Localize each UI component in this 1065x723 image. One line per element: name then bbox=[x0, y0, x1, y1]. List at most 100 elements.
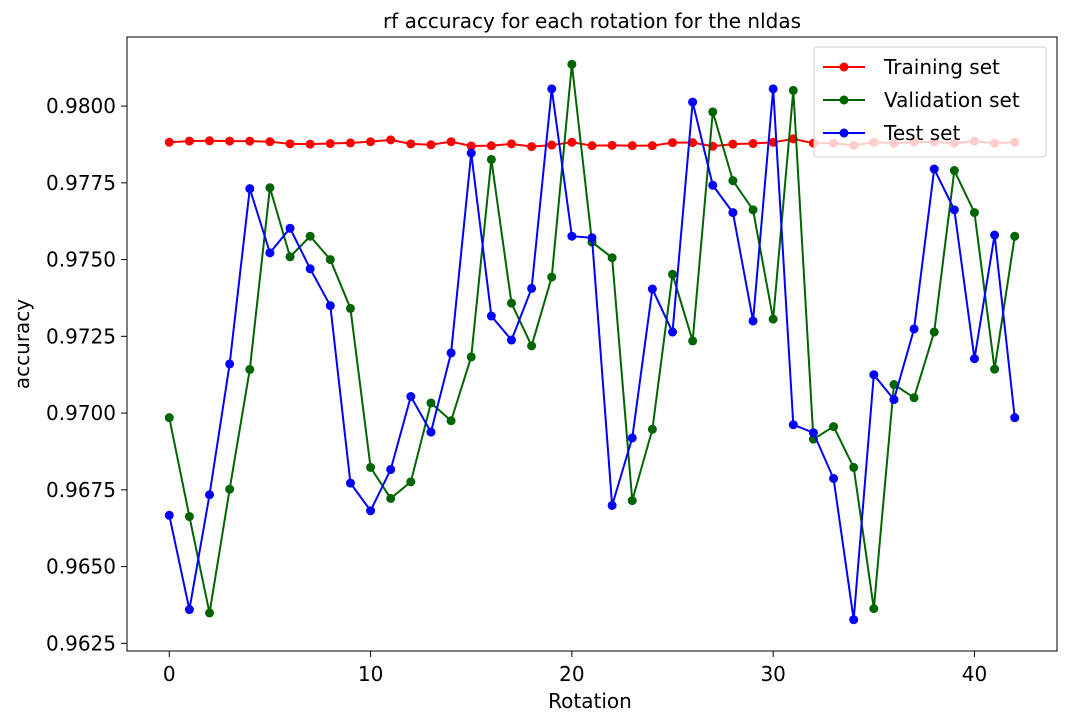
data-point bbox=[426, 398, 436, 408]
data-point bbox=[506, 139, 516, 149]
data-point bbox=[245, 364, 255, 374]
data-point bbox=[1010, 231, 1020, 241]
x-tick-label: 30 bbox=[760, 662, 785, 686]
data-point bbox=[245, 136, 255, 146]
data-point bbox=[607, 500, 617, 510]
data-point bbox=[728, 139, 738, 149]
data-point bbox=[1010, 413, 1020, 423]
plot-frame bbox=[126, 36, 1058, 652]
data-point bbox=[205, 136, 215, 146]
data-point bbox=[627, 141, 637, 151]
data-point bbox=[527, 283, 537, 293]
data-point bbox=[748, 316, 758, 326]
data-point bbox=[990, 364, 1000, 374]
data-point bbox=[668, 269, 678, 279]
legend-item: Validation set bbox=[823, 88, 1020, 112]
data-point bbox=[708, 107, 718, 117]
data-point bbox=[184, 136, 194, 146]
x-tick-label: 10 bbox=[358, 662, 383, 686]
y-axis-label: accuracy bbox=[10, 299, 34, 389]
data-point bbox=[768, 314, 778, 324]
data-point bbox=[688, 138, 698, 148]
data-point bbox=[205, 490, 215, 500]
data-point bbox=[325, 255, 335, 265]
data-point bbox=[829, 422, 839, 432]
y-tick-label: 0.9675 bbox=[46, 478, 116, 502]
data-point bbox=[808, 428, 818, 438]
legend-box bbox=[813, 46, 1047, 158]
data-point bbox=[386, 135, 396, 145]
legend-label: Training set bbox=[883, 55, 1000, 79]
series-group bbox=[164, 59, 1020, 618]
data-point bbox=[929, 164, 939, 174]
data-point bbox=[265, 248, 275, 258]
y-axis: 0.9625 0.9650 0.9675 0.9700 0.9725 0.9750 0.97… bbox=[46, 94, 127, 655]
data-point bbox=[164, 510, 174, 520]
data-point bbox=[869, 604, 879, 614]
data-point bbox=[406, 477, 416, 487]
data-point bbox=[305, 231, 315, 241]
data-point bbox=[889, 380, 899, 390]
data-point bbox=[567, 231, 577, 241]
data-point bbox=[567, 137, 577, 147]
data-point bbox=[406, 139, 416, 149]
data-point bbox=[728, 208, 738, 218]
data-point bbox=[788, 85, 798, 95]
data-point bbox=[305, 139, 315, 149]
data-point bbox=[748, 139, 758, 149]
data-point bbox=[748, 205, 758, 215]
data-point bbox=[446, 416, 456, 426]
data-point bbox=[688, 97, 698, 107]
data-point bbox=[788, 420, 798, 430]
data-point bbox=[366, 137, 376, 147]
data-point bbox=[184, 512, 194, 522]
data-point bbox=[607, 140, 617, 150]
data-point bbox=[265, 137, 275, 147]
data-point bbox=[607, 253, 617, 263]
data-point bbox=[285, 139, 295, 149]
y-tick-label: 0.9700 bbox=[46, 401, 116, 425]
y-tick-label: 0.9750 bbox=[46, 248, 116, 272]
data-point bbox=[547, 84, 557, 94]
y-tick-label: 0.9725 bbox=[46, 324, 116, 348]
data-point bbox=[668, 138, 678, 148]
data-point bbox=[506, 335, 516, 345]
data-point bbox=[829, 473, 839, 483]
data-point bbox=[768, 84, 778, 94]
data-point bbox=[265, 183, 275, 193]
data-point bbox=[486, 154, 496, 164]
data-point bbox=[205, 608, 215, 618]
data-point bbox=[969, 354, 979, 364]
data-point bbox=[949, 205, 959, 215]
x-axis: 0 10 20 30 40 bbox=[163, 651, 987, 686]
data-point bbox=[225, 359, 235, 369]
data-point bbox=[547, 140, 557, 150]
data-point bbox=[446, 137, 456, 147]
data-point bbox=[225, 484, 235, 494]
data-point bbox=[164, 137, 174, 147]
data-point bbox=[325, 139, 335, 149]
data-point bbox=[627, 433, 637, 443]
data-point bbox=[527, 142, 537, 152]
data-point bbox=[486, 311, 496, 321]
data-point bbox=[466, 352, 476, 362]
data-point bbox=[164, 413, 174, 423]
legend-marker bbox=[839, 128, 849, 138]
data-point bbox=[708, 180, 718, 190]
data-point bbox=[688, 336, 698, 346]
series-group bbox=[164, 84, 1020, 625]
data-point bbox=[184, 605, 194, 615]
data-point bbox=[345, 478, 355, 488]
x-tick-label: 0 bbox=[163, 662, 176, 686]
chart-title: rf accuracy for each rotation for the nl… bbox=[383, 9, 801, 33]
data-point bbox=[627, 496, 637, 506]
data-point bbox=[969, 208, 979, 218]
data-point bbox=[285, 252, 295, 262]
y-tick-label: 0.9800 bbox=[46, 94, 116, 118]
data-point bbox=[386, 493, 396, 503]
data-point bbox=[446, 348, 456, 358]
legend-label: Test set bbox=[883, 121, 960, 145]
data-point bbox=[245, 184, 255, 194]
data-point bbox=[466, 148, 476, 158]
